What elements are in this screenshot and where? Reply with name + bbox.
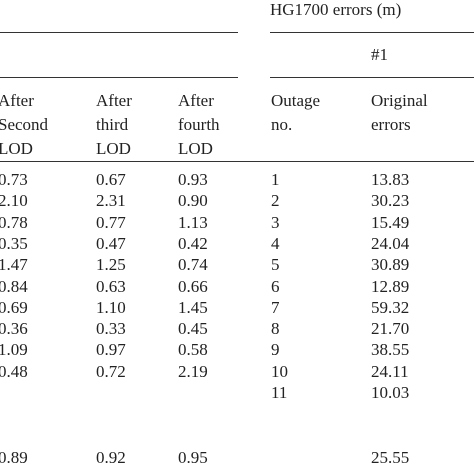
cell: 10.03 <box>371 383 410 402</box>
cell: 1.25 <box>96 255 126 275</box>
cell: 0.42 <box>178 233 208 253</box>
group-header: HG1700 errors (m) <box>270 0 402 19</box>
rule <box>270 32 474 33</box>
cell: 0.89 <box>0 448 28 467</box>
cell: 1.09 <box>0 340 28 360</box>
cell: 0.92 <box>96 448 126 467</box>
cell: 0.90 <box>178 191 208 211</box>
cell: 0.78 <box>0 212 28 232</box>
cell: 0.74 <box>178 255 208 275</box>
rule <box>0 161 474 162</box>
cell: 24.04 <box>371 233 410 253</box>
cell: 15.49 <box>371 212 410 232</box>
cell: 0.95 <box>178 448 208 467</box>
rule <box>0 77 238 78</box>
cell: 11 <box>271 383 288 402</box>
cell: 1.47 <box>0 255 28 275</box>
cell: 21.70 <box>371 319 410 339</box>
cell: 0.35 <box>0 233 28 253</box>
cell: 30.23 <box>371 191 410 211</box>
cell: 0.97 <box>96 340 126 360</box>
cell: 2.31 <box>96 191 126 211</box>
cell: 0.45 <box>178 319 208 339</box>
column-header: After third LOD <box>96 91 132 158</box>
cell: 0.72 <box>96 361 126 381</box>
cell: 0.36 <box>0 319 28 339</box>
cell: 0.63 <box>96 276 126 296</box>
cell: 1.10 <box>96 297 126 317</box>
cell: 0.48 <box>0 361 28 381</box>
cell: 30.89 <box>371 255 410 275</box>
cell: 2.10 <box>0 191 28 211</box>
cell: 12.89 <box>371 276 410 296</box>
sub-header: #1 <box>371 45 388 64</box>
column-header: Original errors <box>371 91 428 134</box>
cell: 2.19 <box>178 361 208 381</box>
cell: 0.69 <box>0 297 28 317</box>
cell: 3 <box>271 212 280 232</box>
cell: 6 <box>271 276 280 296</box>
rule <box>270 77 474 78</box>
column-header: Outage no. <box>271 91 321 134</box>
cell: 4 <box>271 233 280 253</box>
cell: 0.47 <box>96 233 126 253</box>
cell: 0.93 <box>178 170 208 189</box>
cell: 0.33 <box>96 319 126 339</box>
cell: 0.66 <box>178 276 208 296</box>
cell: 0.84 <box>0 276 28 296</box>
cell: 0.73 <box>0 170 28 189</box>
cell: 8 <box>271 319 280 339</box>
cell: 1.45 <box>178 297 208 317</box>
rule <box>0 32 238 33</box>
cell: 7 <box>271 297 280 317</box>
cell: 10 <box>271 361 288 381</box>
cell: 13.83 <box>371 170 410 189</box>
cell: 59.32 <box>371 297 410 317</box>
cell: 1 <box>271 170 280 189</box>
cell: 0.77 <box>96 212 126 232</box>
cell: 0.58 <box>178 340 208 360</box>
cell: 9 <box>271 340 280 360</box>
cell: 38.55 <box>371 340 410 360</box>
cell: 5 <box>271 255 280 275</box>
column-header: After fourth LOD <box>178 91 220 158</box>
cell: 24.11 <box>371 361 409 381</box>
column-header: After Second LOD <box>0 91 49 158</box>
cell: 2 <box>271 191 280 211</box>
cell: 25.55 <box>371 448 410 467</box>
cell: 1.13 <box>178 212 208 232</box>
cell: 0.67 <box>96 170 126 189</box>
